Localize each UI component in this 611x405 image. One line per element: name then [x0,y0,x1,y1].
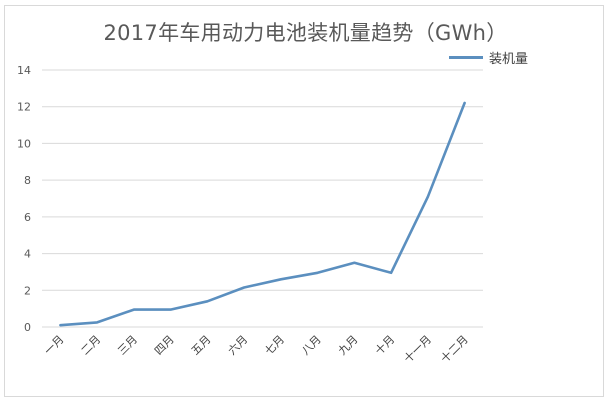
x-tick-label: 十月 [372,332,397,357]
gridlines [42,69,483,328]
x-tick-label: 六月 [225,333,250,358]
chart-title: 2017年车用动力电池装机量趋势（GWh） [103,21,508,45]
y-tick-label: 14 [17,64,31,77]
legend: 装机量 [449,48,528,67]
x-tick-label: 八月 [299,333,324,358]
x-tick-label: 三月 [115,333,140,358]
x-tick-label: 一月 [42,333,67,358]
series-line [59,101,466,327]
y-tick-label: 8 [24,174,31,187]
x-tick-label: 五月 [189,333,214,358]
x-tick-label: 十一月 [401,332,434,365]
y-tick-label: 2 [24,284,31,297]
y-tick-label: 12 [17,101,31,114]
x-tick-label: 二月 [78,333,103,358]
legend-line-swatch [449,56,483,59]
y-tick-label: 6 [24,211,31,224]
x-axis-ticks: 一月 二月 三月 四月 五月 六月 七月 八月 九月 十月 十一月 十二月 [42,332,471,365]
y-tick-label: 0 [24,321,31,334]
x-tick-label: 七月 [262,333,287,358]
x-tick-label: 十二月 [438,332,471,365]
y-axis-ticks: 0 2 4 6 8 10 12 14 [17,64,31,334]
x-tick-label: 九月 [336,333,361,358]
x-tick-label: 四月 [152,333,177,358]
legend-label: 装机量 [489,52,529,67]
y-tick-label: 10 [17,137,31,150]
y-tick-label: 4 [24,248,31,261]
